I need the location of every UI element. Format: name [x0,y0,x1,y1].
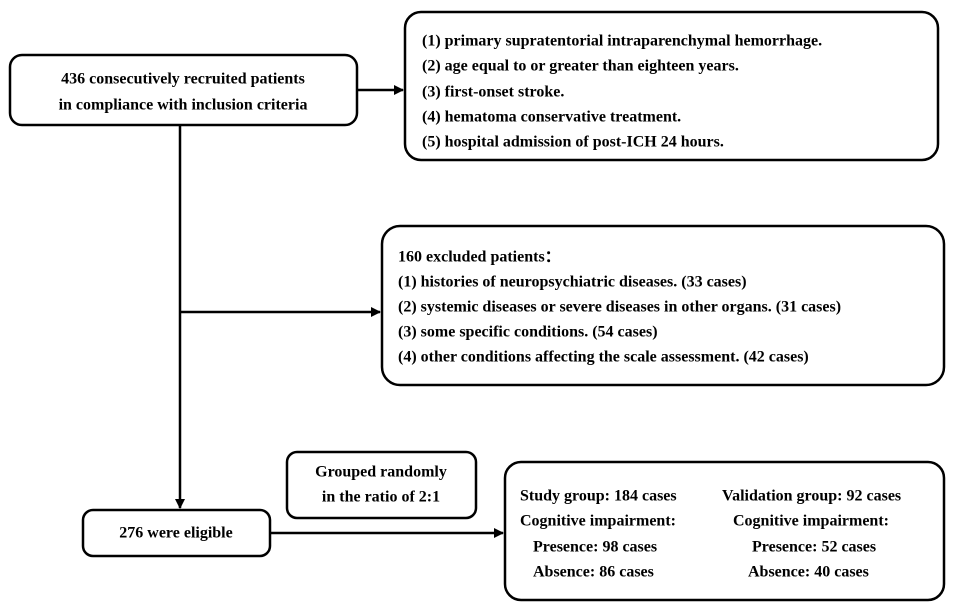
box-text: (2) systemic diseases or severe diseases… [398,299,841,316]
box-text: (3) first-onset stroke. [422,84,564,101]
box-text: Study group: 184 cases [520,488,677,505]
box-text: (4) other conditions affecting the scale… [398,349,809,366]
box-text: (4) hematoma conservative treatment. [422,109,681,126]
groups-box [503,460,946,602]
box-text: Cognitive impairment: [733,513,889,530]
box-text: (2) age equal to or greater than eightee… [422,58,739,75]
source-box [8,53,359,127]
box-text: Cognitive impairment: [520,513,676,530]
box-text: Presence: 98 cases [533,539,657,556]
box-text: (3) some specific conditions. (54 cases) [398,324,658,341]
inclusion-box [403,10,940,162]
eligible-box [81,508,272,558]
grouping-box [285,450,478,520]
box-text: (5) hospital admission of post-ICH 24 ho… [422,134,724,151]
box-text: 276 were eligible [119,525,232,542]
box-text: in the ratio of 2:1 [322,489,440,506]
box-text: (1) primary supratentorial intraparenchy… [422,33,822,50]
exclusion-box [380,224,946,387]
box-text: (1) histories of neuropsychiatric diseas… [398,274,747,291]
box-title: 160 excluded patients： [398,249,561,266]
box-text: Absence: 40 cases [748,564,869,581]
box-text: Grouped randomly [315,464,447,481]
box-text: Presence: 52 cases [752,539,876,556]
box-text: Validation group: 92 cases [722,488,901,505]
box-text: Absence: 86 cases [533,564,654,581]
box-text: 436 consecutively recruited patients [61,71,305,88]
box-text: in compliance with inclusion criteria [59,97,308,114]
